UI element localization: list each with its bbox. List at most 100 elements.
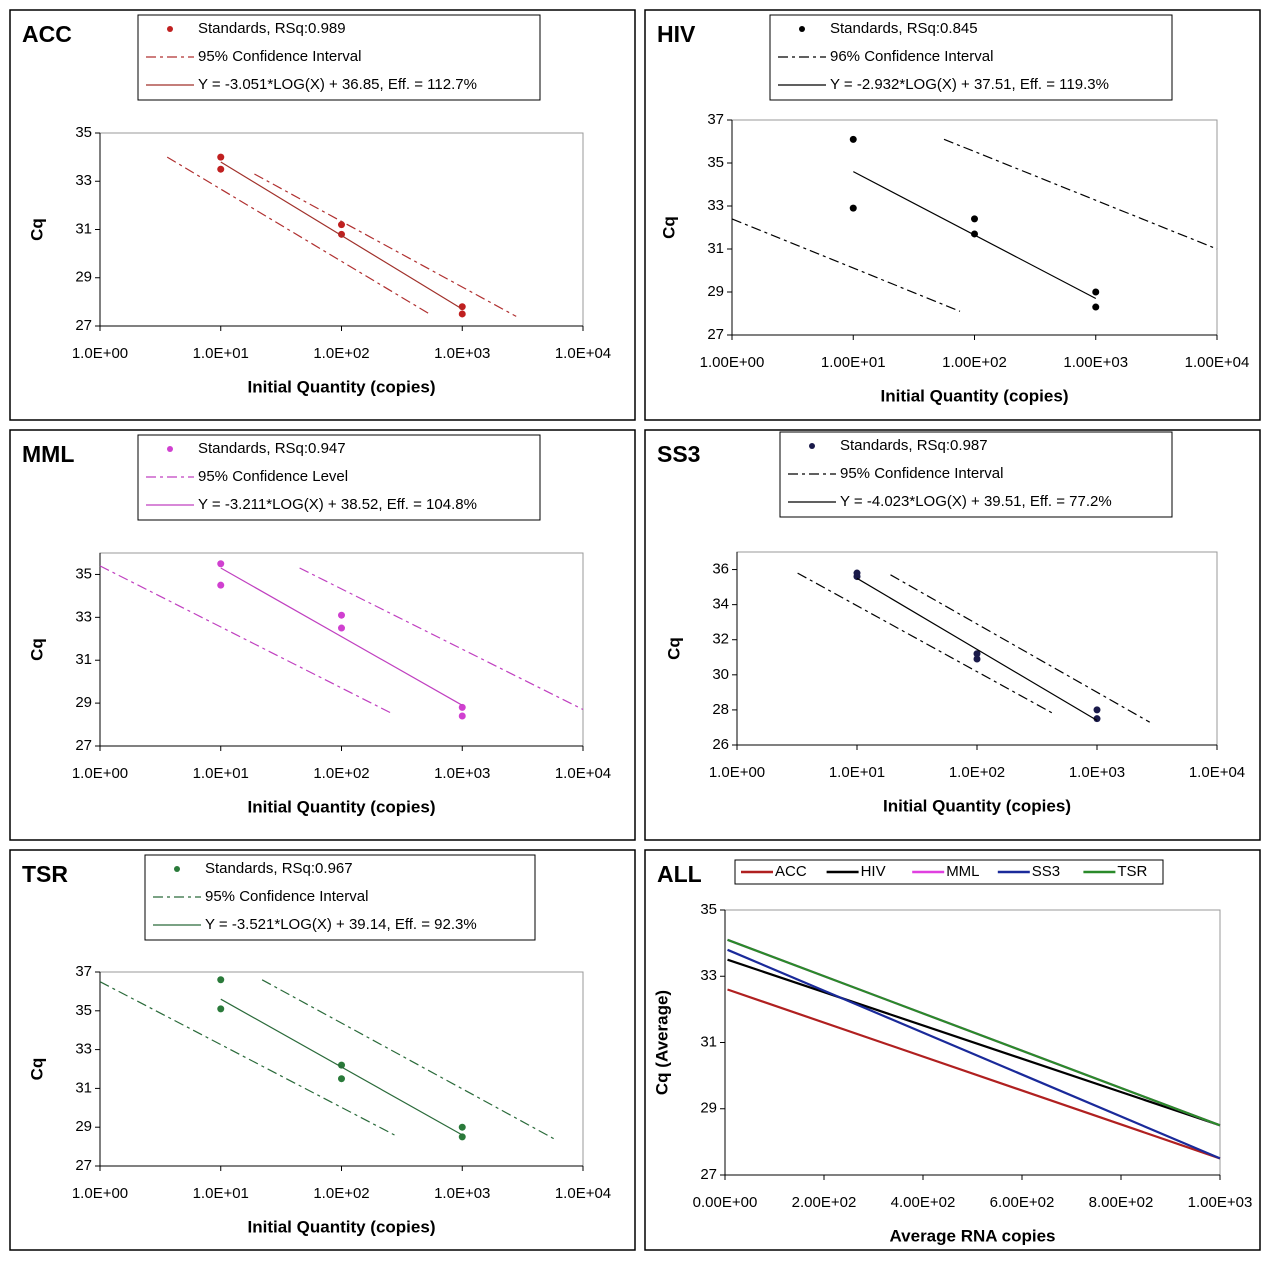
x-tick-label: 1.0E+01 xyxy=(193,765,249,782)
x-axis-label: Initial Quantity (copies) xyxy=(248,1217,436,1236)
legend-box xyxy=(769,14,1173,101)
y-tick-label: 33 xyxy=(700,967,717,984)
y-axis-label: Cq xyxy=(664,637,683,660)
data-point xyxy=(217,581,225,589)
x-tick-label: 1.0E+04 xyxy=(555,345,611,362)
data-line xyxy=(727,988,1221,1160)
x-tick-label: 1.0E+00 xyxy=(709,764,765,781)
y-tick-label: 37 xyxy=(707,111,724,128)
data-point xyxy=(458,1133,466,1141)
plot-area xyxy=(99,552,584,747)
x-tick-label: 4.00E+02 xyxy=(891,1194,956,1211)
data-point xyxy=(338,624,345,632)
y-axis-label: Cq xyxy=(27,638,46,661)
x-tick-label: 1.0E+01 xyxy=(193,1185,249,1202)
data-point xyxy=(338,611,345,619)
y-tick-label: 33 xyxy=(75,172,92,189)
data-point xyxy=(458,703,466,711)
plot-area xyxy=(736,551,1218,746)
data-point xyxy=(458,1123,466,1131)
x-tick-label: 8.00E+02 xyxy=(1089,1194,1154,1211)
data-line xyxy=(99,979,555,1140)
x-tick-label: 1.0E+01 xyxy=(829,764,885,781)
y-tick-label: 35 xyxy=(707,154,724,171)
x-tick-label: 6.00E+02 xyxy=(990,1194,1055,1211)
legend-label: SS3 xyxy=(1032,863,1060,880)
data-point xyxy=(1092,303,1100,311)
data-line xyxy=(853,171,1097,300)
x-tick-label: 1.00E+03 xyxy=(1063,354,1128,371)
x-tick-label: 1.00E+03 xyxy=(1188,1194,1253,1211)
legend-marker xyxy=(809,443,815,449)
data-point xyxy=(217,560,225,568)
legend-label: 95% Confidence Level xyxy=(198,468,348,485)
data-line xyxy=(727,938,1221,1127)
x-tick-label: 1.00E+01 xyxy=(821,354,886,371)
data-point xyxy=(849,135,857,143)
x-tick-label: 2.00E+02 xyxy=(792,1194,857,1211)
y-tick-label: 33 xyxy=(75,1041,92,1058)
x-tick-label: 1.0E+02 xyxy=(313,345,369,362)
x-tick-label: 1.0E+00 xyxy=(72,345,128,362)
chart-title: ACC xyxy=(22,21,72,47)
x-tick-label: 1.0E+03 xyxy=(434,345,490,362)
legend-label: HIV xyxy=(861,863,886,880)
x-axis-label: Initial Quantity (copies) xyxy=(881,386,1069,405)
data-line xyxy=(220,161,463,310)
data-point xyxy=(973,655,981,663)
legend-label: Standards, RSq:0.845 xyxy=(830,20,978,37)
y-axis-label: Cq (Average) xyxy=(652,990,671,1095)
data-point xyxy=(1092,288,1100,296)
chart-title: SS3 xyxy=(657,441,700,467)
y-axis-label: Cq xyxy=(659,216,678,239)
legend-box xyxy=(137,14,541,101)
data-line xyxy=(220,567,463,706)
legend-label: Y = -3.051*LOG(X) + 36.85, Eff. = 112.7% xyxy=(198,76,477,93)
legend-label: Standards, RSq:0.967 xyxy=(205,860,353,877)
data-point xyxy=(217,1005,225,1013)
legend-label: 95% Confidence Interval xyxy=(205,888,368,905)
data-point xyxy=(338,1075,345,1083)
data-line xyxy=(727,948,1221,1160)
data-point xyxy=(217,976,225,984)
y-tick-label: 31 xyxy=(707,240,724,257)
y-tick-label: 27 xyxy=(75,1157,92,1174)
x-tick-label: 1.0E+01 xyxy=(193,345,249,362)
y-tick-label: 27 xyxy=(700,1166,717,1183)
x-tick-label: 1.00E+04 xyxy=(1185,354,1250,371)
legend-label: Standards, RSq:0.989 xyxy=(198,20,346,37)
plot-area xyxy=(731,119,1218,336)
data-point xyxy=(849,204,857,212)
legend-label: MML xyxy=(946,863,979,880)
x-tick-label: 1.0E+04 xyxy=(555,1185,611,1202)
legend-marker xyxy=(167,26,173,32)
y-axis-label: Cq xyxy=(27,1058,46,1081)
x-tick-label: 1.0E+02 xyxy=(313,765,369,782)
y-tick-label: 36 xyxy=(712,561,729,578)
x-tick-label: 1.0E+03 xyxy=(1069,764,1125,781)
y-tick-label: 29 xyxy=(700,1100,717,1117)
legend-label: 95% Confidence Interval xyxy=(840,465,1003,482)
legend-label: Y = -2.932*LOG(X) + 37.51, Eff. = 119.3% xyxy=(830,76,1109,93)
chart-title: TSR xyxy=(22,861,68,887)
legend-marker xyxy=(167,446,173,452)
legend-marker xyxy=(799,26,805,32)
data-point xyxy=(971,215,978,223)
x-tick-label: 1.00E+00 xyxy=(700,354,765,371)
y-tick-label: 31 xyxy=(700,1033,717,1050)
y-tick-label: 35 xyxy=(75,565,92,582)
data-line xyxy=(166,156,517,317)
y-tick-label: 27 xyxy=(75,317,92,334)
legend-label: Y = -4.023*LOG(X) + 39.51, Eff. = 77.2% xyxy=(840,493,1112,510)
y-tick-label: 27 xyxy=(707,326,724,343)
data-point xyxy=(458,712,466,720)
chart-title: HIV xyxy=(657,21,696,47)
y-tick-label: 32 xyxy=(712,631,729,648)
data-point xyxy=(1093,706,1101,714)
data-point xyxy=(973,650,981,658)
legend-box xyxy=(137,434,541,521)
y-tick-label: 35 xyxy=(700,901,717,918)
data-point xyxy=(853,573,861,581)
y-tick-label: 27 xyxy=(75,737,92,754)
